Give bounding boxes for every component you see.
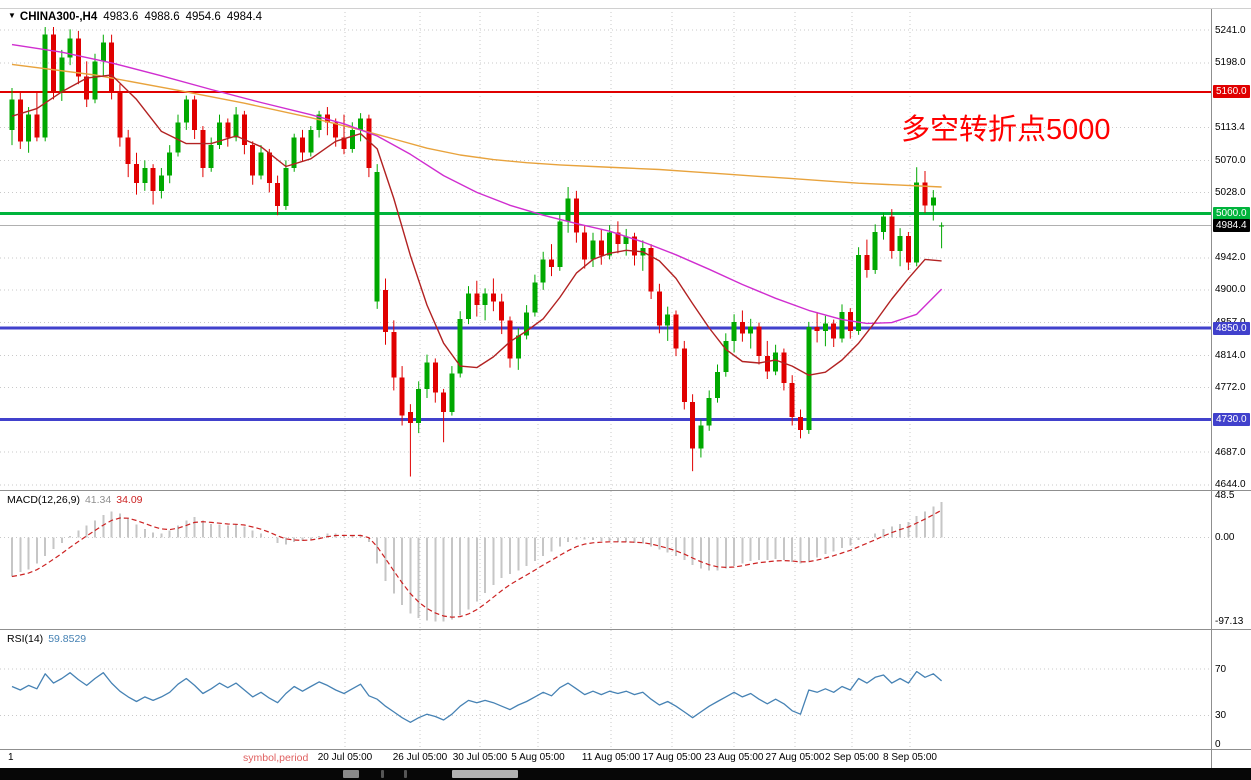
hline-badge-5000.0[interactable]: 5000.0	[1213, 207, 1250, 221]
hline-badge-4850.0[interactable]: 4850.0	[1213, 321, 1250, 335]
bottom-bar-segment[interactable]	[381, 770, 384, 778]
ma-mid-magenta	[11, 43, 943, 325]
current-price-badge: 4984.4	[1213, 219, 1250, 233]
ohlc-open: 4983.6	[103, 11, 139, 23]
macd-histogram	[11, 501, 943, 622]
macd-panel[interactable]	[0, 491, 1211, 630]
price-axis-label: 5070.0	[1215, 154, 1246, 166]
price-axis-label: 4772.0	[1215, 381, 1246, 393]
price-axis[interactable]: 5241.0 5198.0 5113.4 5070.0 5028.0 4942.0 4900…	[1211, 8, 1251, 768]
macd-axis-label: -97.13	[1215, 616, 1244, 627]
rsi-axis-label: 0	[1215, 738, 1221, 750]
symbol-period: CHINA300-,H4	[19, 11, 98, 23]
price-axis-label: 5028.0	[1215, 186, 1246, 198]
chart-title: ▼ CHINA300-,H4 4983.6 4988.6 4954.6 4984.4	[8, 11, 262, 23]
macd-indicator-label: MACD(12,26,9) 41.34 34.09	[7, 494, 143, 506]
rsi-axis-label: 70	[1215, 663, 1227, 675]
macd-rsi-separator[interactable]	[0, 629, 1251, 630]
macd-main-value: 41.34	[84, 494, 112, 506]
price-axis-label: 4900.0	[1215, 284, 1246, 296]
ohlc-close: 4984.4	[226, 11, 262, 23]
annotation-text[interactable]: 多空转折点5000	[901, 114, 1111, 146]
ma-fast-darkred	[11, 74, 942, 376]
rsi-axis-label: 30	[1215, 709, 1227, 721]
time-tick-label: 5 Aug 05:00	[511, 752, 565, 763]
symbol-period-overlay: symbol,period	[243, 752, 309, 764]
macd-name: MACD(12,26,9)	[7, 494, 80, 506]
bottom-bar	[0, 768, 1251, 780]
time-tick-label: 23 Aug 05:00	[704, 752, 764, 763]
time-tick-label: 2 Sep 05:00	[825, 752, 879, 763]
time-tick-label: 11 Aug 05:00	[581, 752, 641, 763]
bottom-bar-segment[interactable]	[452, 770, 518, 778]
macd-signal-value: 34.09	[116, 494, 143, 506]
macd-axis-label: 0.00	[1215, 532, 1235, 544]
main-chart[interactable]	[0, 8, 1211, 491]
rsi-panel[interactable]	[0, 630, 1211, 750]
price-axis-label: 4814.0	[1215, 349, 1246, 361]
macd-svg	[0, 491, 1211, 630]
time-tick-label: 17 Aug 05:00	[642, 752, 702, 763]
price-axis-label: 4942.0	[1215, 252, 1246, 264]
price-axis-label: 4687.0	[1215, 446, 1246, 458]
hline-badge-4730.0[interactable]: 4730.0	[1213, 412, 1250, 426]
chart-top-border	[0, 8, 1251, 9]
ohlc-high: 4988.6	[144, 11, 180, 23]
hline-badge-5160.0[interactable]: 5160.0	[1213, 85, 1250, 99]
ma-slow-orange	[11, 63, 942, 188]
rsi-line	[11, 670, 943, 723]
bottom-left-label: 1	[8, 752, 14, 763]
candles	[9, 27, 945, 477]
symbol-dropdown-icon[interactable]: ▼	[8, 11, 16, 20]
macd-signal-line	[11, 509, 942, 618]
rsi-name: RSI(14)	[7, 633, 44, 645]
main-chart-svg	[0, 8, 1211, 491]
price-axis-label: 5241.0	[1215, 24, 1246, 36]
time-axis-separator	[0, 749, 1251, 750]
price-axis-label: 5198.0	[1215, 57, 1246, 69]
macd-axis-label: 48.5	[1215, 490, 1235, 502]
time-tick-label: 30 Jul 05:00	[452, 752, 508, 763]
time-tick-label: 27 Aug 05:00	[765, 752, 825, 763]
price-axis-label: 4644.0	[1215, 479, 1246, 491]
main-macd-separator[interactable]	[0, 490, 1251, 491]
rsi-indicator-label: RSI(14) 59.8529	[7, 633, 86, 645]
ohlc-low: 4954.6	[185, 11, 221, 23]
rsi-svg	[0, 630, 1211, 750]
time-tick-label: 20 Jul 05:00	[317, 752, 373, 763]
bottom-bar-segment[interactable]	[404, 770, 407, 778]
price-axis-label: 5113.4	[1215, 121, 1245, 133]
time-axis[interactable]: 1 symbol,period 20 Jul 05:00 26 Jul 05:00…	[0, 750, 1211, 768]
rsi-value: 59.8529	[48, 633, 87, 645]
time-tick-label: 8 Sep 05:00	[883, 752, 937, 763]
time-tick-label: 26 Jul 05:00	[392, 752, 448, 763]
bottom-bar-segment[interactable]	[343, 770, 359, 778]
